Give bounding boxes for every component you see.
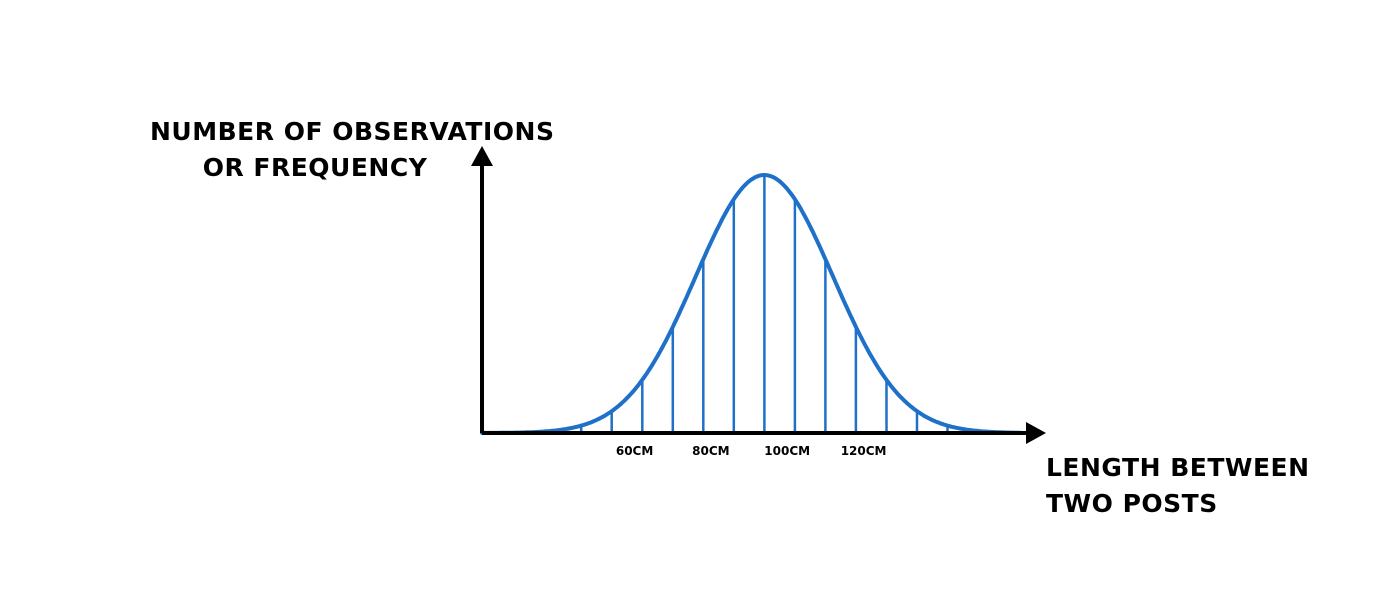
x-tick-labels: 60CM 80CM 100CM 120CM <box>616 444 887 458</box>
hatch-lines <box>549 175 980 433</box>
x-tick-label-120: 120CM <box>841 444 887 458</box>
x-axis-title-line-1: LENGTH BETWEEN <box>1046 453 1310 482</box>
y-axis-title-line-1: NUMBER OF OBSERVATIONS <box>150 117 555 146</box>
x-axis-title-line-2: TWO POSTS <box>1046 489 1218 518</box>
x-axis-arrow <box>1026 422 1046 444</box>
y-axis-title: NUMBER OF OBSERVATIONS OR FREQUENCY <box>150 114 555 186</box>
x-axis-title: LENGTH BETWEEN TWO POSTS <box>1046 450 1310 522</box>
y-axis-title-line-2: OR FREQUENCY <box>202 153 428 182</box>
x-tick-label-60: 60CM <box>616 444 653 458</box>
axes <box>471 146 1046 444</box>
x-tick-label-100: 100CM <box>764 444 810 458</box>
bell-curve <box>480 173 1022 435</box>
y-axis-arrow <box>471 146 493 166</box>
x-tick-label-80: 80CM <box>692 444 729 458</box>
